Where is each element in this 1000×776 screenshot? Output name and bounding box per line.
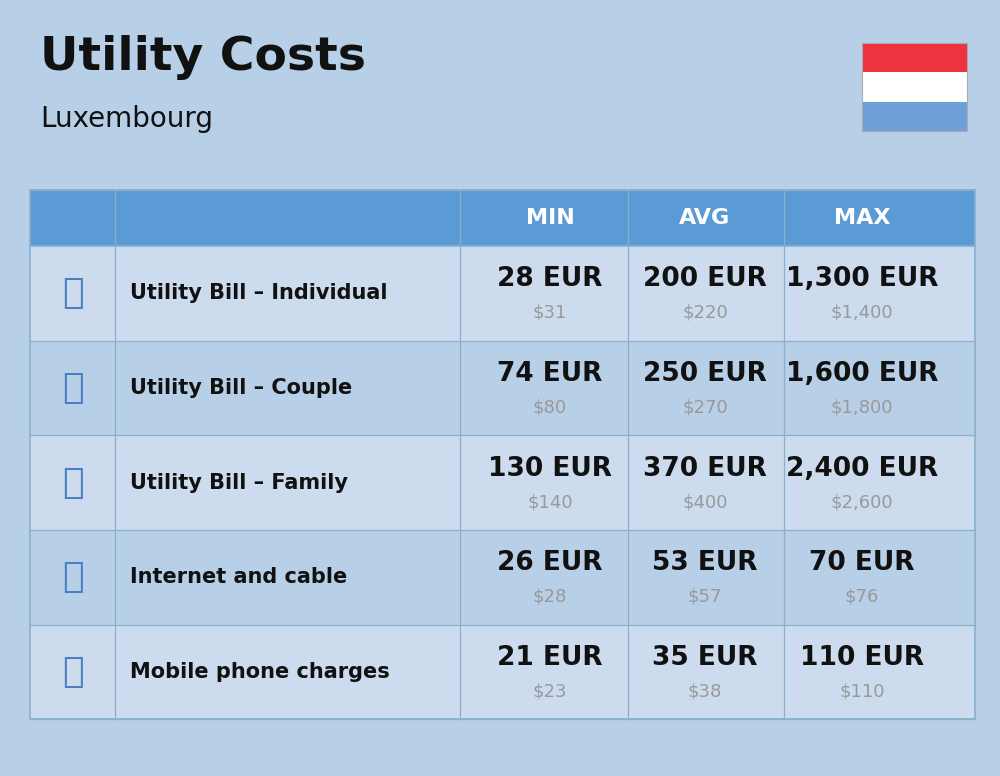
Text: Utility Bill – Family: Utility Bill – Family: [130, 473, 348, 493]
Text: $57: $57: [688, 587, 722, 606]
Bar: [30, 530, 975, 625]
Bar: [30, 341, 975, 435]
Text: $38: $38: [688, 682, 722, 701]
Text: 2,400 EUR: 2,400 EUR: [786, 456, 938, 482]
Text: Utility Bill – Individual: Utility Bill – Individual: [130, 283, 388, 303]
Bar: [862, 102, 967, 131]
Text: MAX: MAX: [834, 208, 890, 228]
Text: 21 EUR: 21 EUR: [497, 645, 603, 671]
Text: 28 EUR: 28 EUR: [497, 266, 603, 293]
Text: $31: $31: [533, 303, 567, 322]
Text: $23: $23: [533, 682, 567, 701]
Bar: [30, 625, 975, 719]
Text: 110 EUR: 110 EUR: [800, 645, 924, 671]
Text: Utility Bill – Couple: Utility Bill – Couple: [130, 378, 352, 398]
Text: Luxembourg: Luxembourg: [40, 105, 213, 133]
Text: 26 EUR: 26 EUR: [497, 550, 603, 577]
Bar: [30, 246, 975, 341]
Text: $1,800: $1,800: [831, 398, 893, 417]
Bar: [30, 435, 975, 530]
Text: 370 EUR: 370 EUR: [643, 456, 767, 482]
Text: 💡: 💡: [62, 466, 83, 500]
Text: $28: $28: [533, 587, 567, 606]
Text: $2,600: $2,600: [831, 493, 893, 511]
Text: 35 EUR: 35 EUR: [652, 645, 758, 671]
Text: 📶: 📶: [62, 560, 83, 594]
Text: $140: $140: [527, 493, 573, 511]
Text: $220: $220: [682, 303, 728, 322]
Text: 74 EUR: 74 EUR: [497, 361, 603, 387]
Bar: [862, 43, 967, 72]
Bar: [30, 190, 975, 246]
Text: 1,600 EUR: 1,600 EUR: [786, 361, 938, 387]
Text: 📱: 📱: [62, 655, 83, 689]
Bar: [30, 190, 975, 719]
Text: 200 EUR: 200 EUR: [643, 266, 767, 293]
Text: AVG: AVG: [679, 208, 731, 228]
Text: $270: $270: [682, 398, 728, 417]
Text: Utility Costs: Utility Costs: [40, 35, 366, 80]
Text: 53 EUR: 53 EUR: [652, 550, 758, 577]
Bar: [862, 72, 967, 102]
Text: $110: $110: [839, 682, 885, 701]
Text: $80: $80: [533, 398, 567, 417]
Text: 130 EUR: 130 EUR: [488, 456, 612, 482]
Text: $76: $76: [845, 587, 879, 606]
Bar: [862, 43, 967, 131]
Text: 70 EUR: 70 EUR: [809, 550, 915, 577]
Text: 💡: 💡: [62, 371, 83, 405]
Text: Mobile phone charges: Mobile phone charges: [130, 662, 390, 682]
Text: MIN: MIN: [526, 208, 574, 228]
Text: Internet and cable: Internet and cable: [130, 567, 347, 587]
Text: 250 EUR: 250 EUR: [643, 361, 767, 387]
Text: $400: $400: [682, 493, 728, 511]
Text: 1,300 EUR: 1,300 EUR: [786, 266, 938, 293]
Text: 💡: 💡: [62, 276, 83, 310]
Text: $1,400: $1,400: [831, 303, 893, 322]
